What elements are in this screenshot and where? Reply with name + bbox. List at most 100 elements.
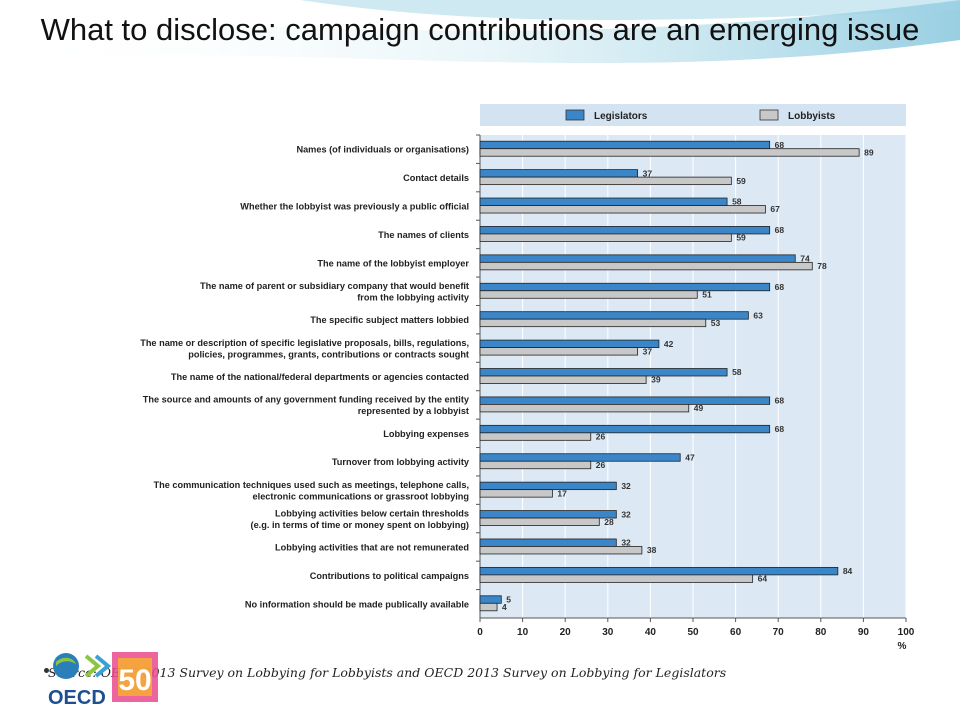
data-label-lobbyists: 37 [643, 346, 653, 356]
data-label-legislators: 74 [800, 254, 810, 264]
x-tick-label: 70 [773, 627, 785, 638]
category-label: The source and amounts of any government… [143, 395, 470, 405]
bar-legislators [479, 140, 771, 150]
data-label-legislators: 63 [753, 310, 763, 320]
bar-lobbyists [479, 176, 732, 186]
data-label-legislators: 68 [775, 424, 785, 434]
data-label-lobbyists: 78 [817, 261, 827, 271]
data-label-legislators: 47 [685, 452, 695, 462]
bar-legislators [479, 226, 771, 235]
category-label: The specific subject matters lobbied [310, 315, 469, 325]
bar-legislators [479, 282, 771, 292]
oecd-anniversary-badge: 50 [118, 664, 151, 697]
bar-lobbyists [479, 347, 639, 356]
bar-lobbyists [479, 460, 592, 470]
category-label: The name or description of specific legi… [140, 338, 469, 348]
data-label-lobbyists: 38 [647, 545, 657, 555]
data-label-lobbyists: 26 [596, 460, 606, 470]
category-label: Lobbying activities below certain thresh… [275, 508, 469, 518]
oecd-logo-text: OECD [48, 687, 106, 708]
bar-lobbyists [479, 205, 766, 214]
category-label: represented by a lobbyist [358, 406, 469, 416]
category-label: The communication techniques used such a… [153, 480, 469, 490]
legend-swatch-lobbyists [759, 109, 779, 121]
data-label-legislators: 68 [775, 396, 785, 406]
data-label-lobbyists: 89 [864, 147, 874, 157]
category-label: Lobbying expenses [383, 429, 469, 439]
data-label-legislators: 42 [664, 339, 674, 349]
data-label-lobbyists: 64 [758, 574, 768, 584]
data-label-lobbyists: 4 [502, 602, 507, 612]
category-label: (e.g. in terms of time or money spent on… [251, 520, 469, 530]
oecd-logo: 50 OECD [48, 652, 158, 708]
bar-legislators [479, 368, 728, 377]
bar-lobbyists [479, 261, 813, 271]
x-tick-label: 40 [645, 627, 657, 638]
source-bullet [44, 668, 49, 673]
bar-legislators [479, 538, 617, 547]
x-tick-label: 100 [898, 627, 915, 638]
data-label-legislators: 5 [506, 594, 511, 604]
bar-legislators [479, 424, 771, 434]
bar-legislators [479, 339, 660, 348]
bar-lobbyists [479, 546, 643, 555]
bar-legislators [479, 197, 728, 206]
bar-legislators [479, 396, 771, 405]
bar-lobbyists [479, 432, 592, 441]
bar-legislators [479, 453, 681, 462]
data-label-lobbyists: 51 [702, 289, 712, 299]
data-label-lobbyists: 59 [736, 176, 746, 186]
data-label-legislators: 58 [732, 367, 742, 377]
bar-lobbyists [479, 574, 754, 583]
bar-legislators [479, 481, 617, 491]
data-label-legislators: 32 [621, 538, 631, 548]
category-label: Turnover from lobbying activity [332, 457, 470, 467]
bar-legislators [479, 254, 796, 263]
category-label: Contributions to political campaigns [310, 571, 469, 581]
category-label: The name of parent or subsidiary company… [200, 281, 469, 291]
category-label: policies, programmes, grants, contributi… [188, 349, 469, 359]
bar-lobbyists [479, 404, 690, 413]
data-label-legislators: 32 [621, 481, 631, 491]
x-tick-label: 60 [730, 627, 742, 638]
bar-legislators [479, 566, 839, 576]
category-label: from the lobbying activity [357, 293, 470, 303]
category-label: Contact details [403, 173, 469, 183]
x-tick-label: 0 [477, 627, 483, 638]
data-label-legislators: 84 [843, 566, 853, 576]
legend-box [480, 104, 906, 126]
data-label-lobbyists: 17 [557, 488, 567, 498]
data-label-lobbyists: 26 [596, 432, 606, 442]
bar-lobbyists [479, 290, 698, 299]
data-label-lobbyists: 39 [651, 375, 661, 385]
legend-label-lobbyists: Lobbyists [788, 111, 836, 122]
category-label: The name of the lobbyist employer [317, 258, 469, 268]
data-label-lobbyists: 49 [694, 403, 704, 413]
data-label-lobbyists: 53 [711, 318, 721, 328]
bar-lobbyists [479, 375, 647, 384]
x-axis-unit-label: % [898, 641, 907, 652]
category-label: Names (of individuals or organisations) [296, 145, 469, 155]
bar-lobbyists [479, 148, 860, 157]
data-label-legislators: 37 [643, 168, 653, 178]
bar-lobbyists [479, 233, 732, 242]
header-swirl-decoration [0, 0, 960, 64]
category-label: electronic communications or grassroot l… [253, 491, 469, 501]
source-note: Source: OECD 2013 Survey on Lobbying for… [48, 665, 727, 680]
data-label-legislators: 58 [732, 197, 742, 207]
page-title: What to disclose: campaign contributions… [40, 12, 920, 47]
data-label-lobbyists: 67 [770, 204, 780, 214]
category-label: The names of clients [378, 230, 469, 240]
oecd-globe-icon [53, 653, 79, 679]
data-label-legislators: 68 [775, 140, 785, 150]
bar-lobbyists [479, 602, 498, 612]
legend-swatch-legislators [565, 109, 585, 121]
x-tick-label: 80 [815, 627, 827, 638]
data-label-legislators: 32 [621, 509, 631, 519]
bar-legislators [479, 510, 617, 519]
bar-legislators [479, 595, 502, 604]
bar-lobbyists [479, 489, 553, 498]
bar-legislators [479, 311, 749, 320]
data-label-legislators: 68 [775, 225, 785, 235]
x-tick-label: 10 [517, 627, 529, 638]
